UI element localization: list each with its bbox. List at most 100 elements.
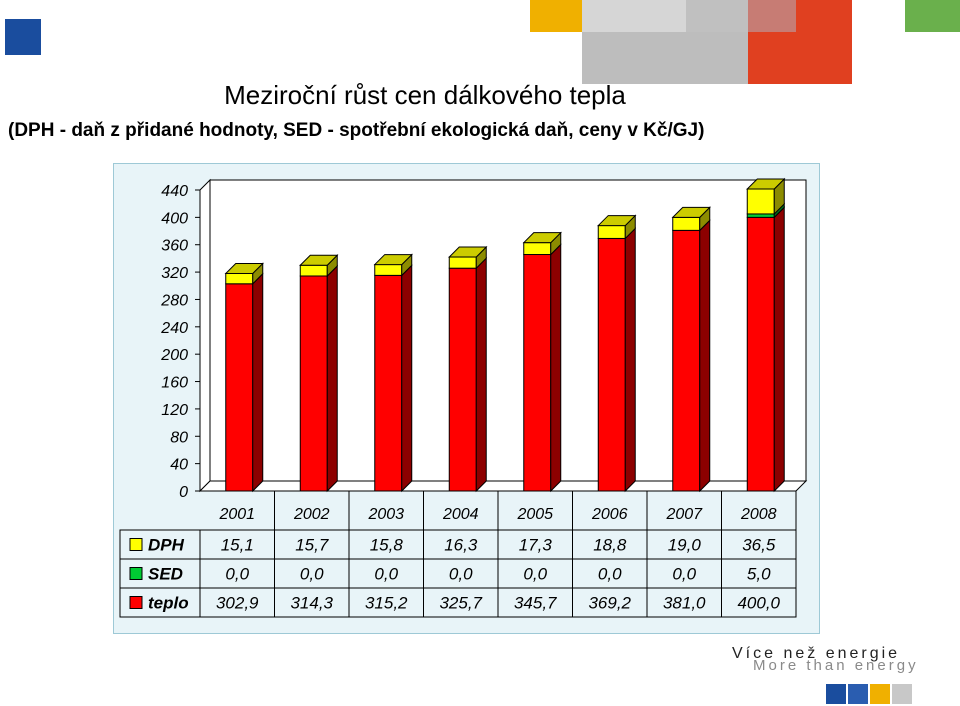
y-tick-label: 80 xyxy=(170,429,188,446)
footer-square-blue xyxy=(826,684,846,704)
plot-floor xyxy=(198,480,808,492)
data-table-cell: 15,1 xyxy=(221,536,254,555)
data-table-cell: 0,0 xyxy=(374,565,398,584)
bar-dph-front xyxy=(299,264,328,277)
bar-top-face xyxy=(522,232,562,244)
bar-top-face xyxy=(746,178,786,190)
data-table-cell: 17,3 xyxy=(519,536,553,555)
data-table-cell: 369,2 xyxy=(588,594,631,613)
data-table-cell: 0,0 xyxy=(300,565,324,584)
y-tick-label: 280 xyxy=(160,292,188,309)
category-label: 2005 xyxy=(516,506,553,523)
legend-label-teplo: teplo xyxy=(148,594,189,613)
category-label: 2007 xyxy=(665,506,703,523)
bar-teplo-side xyxy=(475,256,487,493)
page-subtitle: (DPH - daň z přidané hodnoty, SED - spot… xyxy=(8,120,705,141)
bar-sed-front xyxy=(746,213,775,218)
y-tick-label: 0 xyxy=(179,484,188,501)
bar-teplo-side xyxy=(699,219,711,493)
brand-block-orange xyxy=(530,0,582,32)
data-table-cell: 315,2 xyxy=(365,594,408,613)
data-table-cell: 302,9 xyxy=(216,594,259,613)
data-table-cell: 400,0 xyxy=(737,594,780,613)
bar-dph-front xyxy=(448,256,477,269)
y-tick-label: 400 xyxy=(161,210,188,227)
bar-teplo-side xyxy=(326,264,338,493)
brand-block-red xyxy=(748,32,852,84)
bar-top-face xyxy=(448,246,488,258)
legend-label-sed: SED xyxy=(148,565,183,584)
legend-swatch-teplo xyxy=(129,596,143,609)
y-tick-label: 440 xyxy=(161,183,188,200)
data-table-cell: 314,3 xyxy=(290,594,333,613)
bar-dph-front xyxy=(374,264,403,276)
bar-dph-front xyxy=(672,216,701,231)
bar-teplo-side xyxy=(624,227,636,493)
data-table-cell: 381,0 xyxy=(663,594,706,613)
data-table-cell: 325,7 xyxy=(439,594,482,613)
data-table-cell: 0,0 xyxy=(225,565,249,584)
bar-teplo-side xyxy=(252,272,264,493)
plot-side-wall xyxy=(199,178,211,493)
data-table-cell: 0,0 xyxy=(672,565,696,584)
bar-teplo-front xyxy=(597,237,626,492)
category-label: 2002 xyxy=(293,506,330,523)
footer-square-blue-2 xyxy=(848,684,868,704)
bar-teplo-side xyxy=(550,243,562,493)
bar-teplo-front xyxy=(448,267,477,492)
category-label: 2006 xyxy=(591,506,628,523)
data-table-cell: 0,0 xyxy=(598,565,622,584)
brand-block-green xyxy=(905,0,960,32)
brand-block-gray-1 xyxy=(582,0,686,32)
legend-label-dph: DPH xyxy=(148,536,185,555)
y-tick-label: 200 xyxy=(160,347,188,364)
y-tick-label: 40 xyxy=(170,457,188,474)
category-label: 2004 xyxy=(442,506,479,523)
data-table-cell: 15,7 xyxy=(295,536,329,555)
chart-panel: 0 40 80 120 160 200 240 280 320 360 400 440 2001 2002… xyxy=(113,163,820,634)
legend-swatch-dph xyxy=(129,538,143,551)
bar-top-face xyxy=(597,215,637,227)
category-label: 2001 xyxy=(218,506,255,523)
bar-teplo-front xyxy=(672,229,701,492)
bar-dph-front xyxy=(746,188,775,215)
category-label: 2008 xyxy=(740,506,777,523)
bar-top-face xyxy=(299,254,339,266)
data-table-cell: 36,5 xyxy=(742,536,776,555)
bar-teplo-front xyxy=(746,216,775,492)
bar-dph-front xyxy=(523,242,552,256)
bar-teplo-side xyxy=(401,264,413,493)
bar-teplo-front xyxy=(523,254,552,492)
brand-block-rose xyxy=(748,0,796,32)
bar-top-face xyxy=(373,254,413,266)
y-tick-label: 120 xyxy=(161,402,188,419)
bar-teplo-front xyxy=(225,283,254,492)
brand-block-blue xyxy=(5,19,41,55)
brand-block-gray-3 xyxy=(582,32,748,84)
footer-square-gray xyxy=(892,684,912,704)
footer-square-orange xyxy=(870,684,890,704)
page-title: Meziroční růst cen dálkového tepla xyxy=(224,80,626,110)
data-table-cell: 18,8 xyxy=(593,536,627,555)
category-label: 2003 xyxy=(367,506,404,523)
y-tick-label: 360 xyxy=(161,238,188,255)
data-table-cell: 0,0 xyxy=(523,565,547,584)
bar-teplo-front xyxy=(374,274,403,492)
brand-block-red-top xyxy=(796,0,852,32)
plot-back-wall xyxy=(209,179,807,482)
bar-top-face xyxy=(671,206,711,218)
bar-teplo-side xyxy=(773,206,785,493)
y-tick-label: 240 xyxy=(160,320,188,337)
bar-top-face xyxy=(224,262,264,274)
bar-dph-front xyxy=(597,225,626,239)
data-table-cell: 5,0 xyxy=(747,565,771,584)
tagline-cz: Více než energie xyxy=(732,645,901,662)
data-table-cell: 15,8 xyxy=(370,536,404,555)
data-table-cell: 16,3 xyxy=(444,536,478,555)
tagline-en: More than energy xyxy=(753,657,919,674)
bar-dph-front xyxy=(225,272,254,285)
data-table-cell: 0,0 xyxy=(449,565,473,584)
brand-block-gray-2 xyxy=(686,0,748,32)
y-tick-label: 320 xyxy=(161,265,188,282)
data-table-cell: 19,0 xyxy=(668,536,702,555)
